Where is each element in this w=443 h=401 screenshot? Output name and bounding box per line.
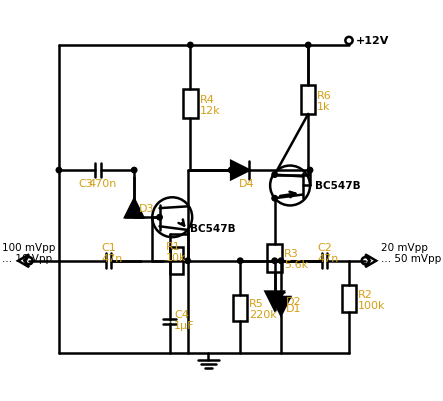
Text: 12k: 12k	[199, 106, 220, 116]
Text: D2: D2	[286, 296, 301, 306]
Text: BC547B: BC547B	[315, 181, 360, 191]
Circle shape	[278, 258, 284, 264]
Circle shape	[229, 168, 234, 173]
Polygon shape	[18, 255, 29, 267]
Circle shape	[237, 258, 243, 264]
FancyBboxPatch shape	[268, 245, 282, 272]
Text: 47n: 47n	[317, 253, 338, 263]
FancyBboxPatch shape	[171, 247, 183, 275]
Text: 47n: 47n	[101, 253, 123, 263]
Text: C2: C2	[317, 243, 332, 253]
Text: R1: R1	[166, 242, 181, 251]
Text: 470n: 470n	[89, 178, 117, 188]
Text: 100k: 100k	[358, 300, 385, 310]
Circle shape	[306, 43, 311, 49]
Text: 10k: 10k	[166, 253, 187, 262]
Text: C1: C1	[101, 243, 116, 253]
Circle shape	[272, 258, 277, 264]
Text: D3: D3	[139, 204, 154, 214]
FancyBboxPatch shape	[233, 296, 248, 321]
FancyBboxPatch shape	[183, 90, 198, 119]
Text: C4: C4	[174, 310, 189, 320]
Polygon shape	[125, 200, 143, 218]
Circle shape	[188, 43, 193, 49]
Circle shape	[157, 215, 162, 221]
Text: R4: R4	[199, 95, 214, 105]
FancyBboxPatch shape	[301, 86, 315, 115]
Text: ... 50 mVpp: ... 50 mVpp	[381, 253, 441, 263]
Text: 100 mVpp: 100 mVpp	[2, 243, 55, 253]
Circle shape	[307, 168, 313, 173]
Circle shape	[185, 258, 190, 264]
Polygon shape	[365, 255, 376, 267]
FancyBboxPatch shape	[342, 286, 356, 313]
Text: 5.6k: 5.6k	[284, 260, 308, 270]
Circle shape	[272, 196, 277, 201]
Text: D1: D1	[286, 303, 301, 313]
Text: +12V: +12V	[356, 36, 390, 47]
Text: 1μF: 1μF	[174, 320, 194, 330]
Text: D4: D4	[238, 178, 254, 188]
Polygon shape	[266, 292, 284, 310]
Text: C3: C3	[78, 178, 93, 188]
Text: R2: R2	[358, 290, 373, 300]
Polygon shape	[272, 297, 290, 315]
Text: BC547B: BC547B	[190, 223, 236, 233]
Text: 1k: 1k	[317, 101, 331, 111]
Circle shape	[272, 172, 277, 178]
Text: ... 10 Vpp: ... 10 Vpp	[2, 253, 52, 263]
Text: R3: R3	[284, 249, 299, 259]
Text: R5: R5	[249, 299, 264, 308]
Text: 220k: 220k	[249, 310, 277, 320]
Circle shape	[56, 168, 62, 173]
Text: R6: R6	[317, 91, 332, 101]
Polygon shape	[231, 162, 249, 180]
Text: 20 mVpp: 20 mVpp	[381, 243, 427, 253]
Circle shape	[132, 168, 137, 173]
